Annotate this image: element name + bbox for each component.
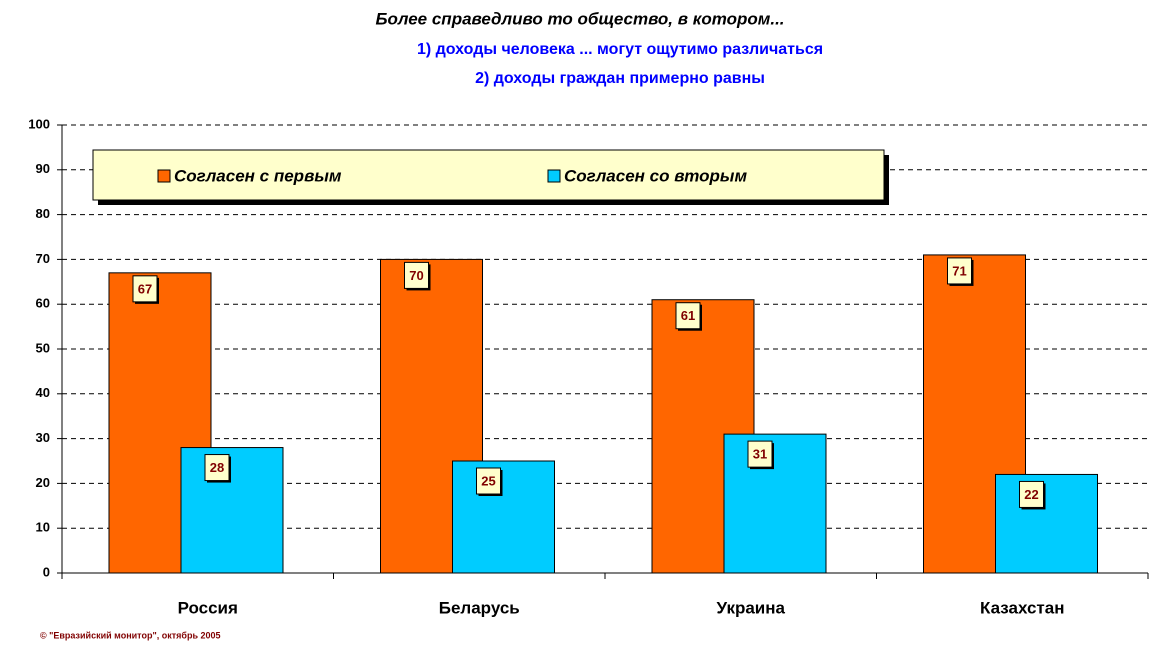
y-tick-label: 0 [43,564,50,579]
y-tick-label: 80 [36,206,50,221]
label-box [947,257,972,285]
x-tick-label: Украина [717,598,786,617]
source-note: © "Евразийский монитор", октябрь 2005 [40,630,221,640]
label-box [476,467,501,495]
bar [723,433,827,574]
legend-swatch [157,169,171,183]
data-label: 70 [409,268,423,283]
y-tick-label: 70 [36,251,50,266]
chart-subtitle: 2) доходы граждан примерно равны [475,70,765,87]
legend-label: Согласен с первым [174,166,342,185]
y-tick-label: 30 [36,430,50,445]
data-label: 67 [138,281,152,296]
label-box [404,261,429,289]
legend-box [92,149,885,201]
data-label: 22 [1024,487,1038,502]
label-box [1019,480,1044,508]
y-tick-label: 10 [36,520,50,535]
label-box [132,275,158,303]
x-tick-label: Россия [178,598,238,617]
y-tick-label: 100 [28,116,50,131]
y-tick-label: 20 [36,475,50,490]
data-label: 61 [681,308,695,323]
y-tick-label: 90 [36,161,50,176]
y-tick-label: 40 [36,385,50,400]
bar [995,473,1098,574]
legend-swatch [547,169,561,183]
x-tick-label: Казахстан [980,598,1064,617]
y-tick-label: 60 [36,296,50,311]
y-tick-label: 50 [36,340,50,355]
label-box [204,454,230,482]
legend-label: Согласен со вторым [564,166,747,185]
bar [180,447,284,574]
data-label: 71 [952,263,966,278]
chart-title: Более справедливо то общество, в котором… [375,9,784,28]
label-box [675,302,701,330]
data-label: 25 [481,473,495,488]
chart-subtitle: 1) доходы человека ... могут ощутимо раз… [417,41,823,58]
data-label: 28 [210,460,224,475]
label-box [747,440,773,468]
data-label: 31 [753,447,767,462]
x-tick-label: Беларусь [439,598,520,617]
bar [452,460,555,574]
